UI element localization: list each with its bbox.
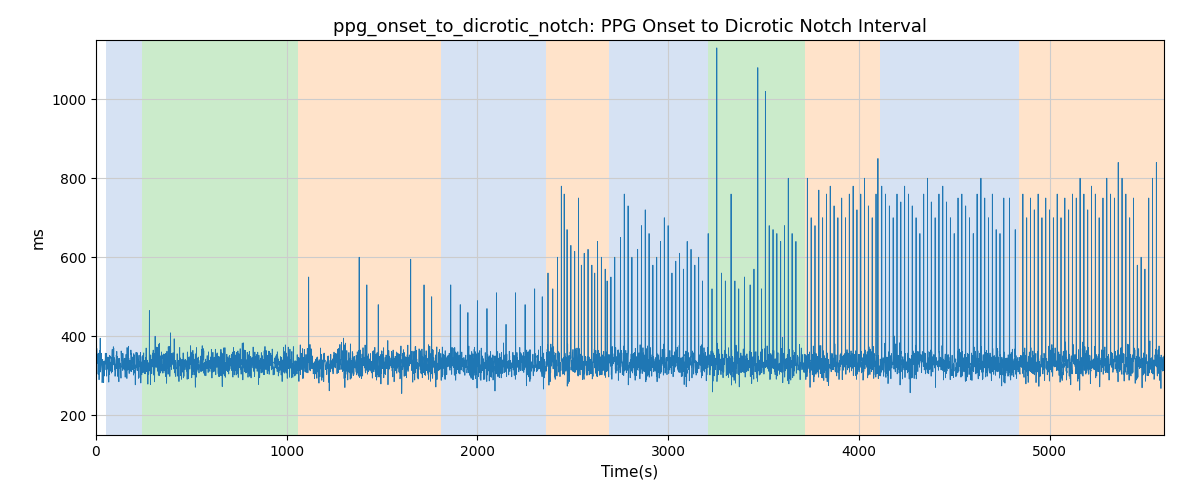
Bar — [610, 40, 708, 435]
Bar — [106, 40, 142, 435]
Bar — [442, 40, 546, 435]
Bar — [880, 40, 1019, 435]
Bar — [546, 40, 610, 435]
Bar — [708, 40, 805, 435]
Title: ppg_onset_to_dicrotic_notch: PPG Onset to Dicrotic Notch Interval: ppg_onset_to_dicrotic_notch: PPG Onset t… — [334, 18, 928, 36]
Bar — [142, 40, 298, 435]
Bar — [298, 40, 442, 435]
Bar — [805, 40, 880, 435]
Bar — [1019, 40, 1164, 435]
X-axis label: Time(s): Time(s) — [601, 464, 659, 479]
Y-axis label: ms: ms — [30, 226, 46, 249]
